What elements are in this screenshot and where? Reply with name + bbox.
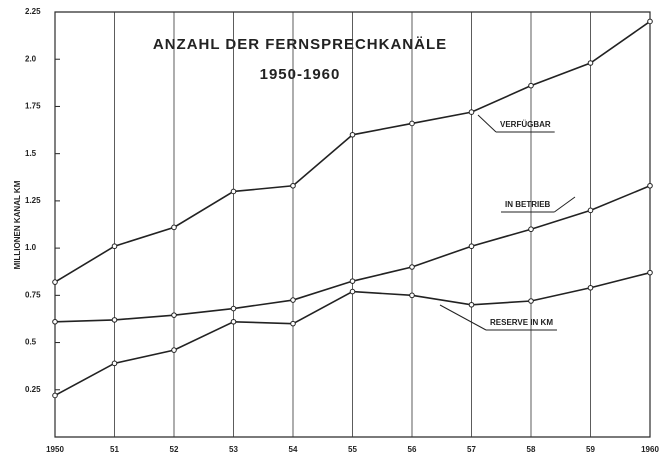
y-tick-label: 2.0 [25, 54, 37, 63]
y-tick-label: 1.5 [25, 149, 37, 158]
data-point [587, 207, 594, 214]
series-label: VERFÜGBAR [500, 120, 551, 129]
data-point [528, 226, 534, 233]
y-tick-label: 1.75 [25, 102, 41, 111]
data-point [349, 131, 356, 138]
label-leader [554, 196, 576, 213]
y-tick-label: 0.5 [25, 338, 37, 347]
data-point [230, 305, 237, 312]
y-tick-label: 1.25 [25, 196, 41, 205]
data-point [230, 188, 237, 195]
chart-subtitle: 1950-1960 [260, 66, 341, 83]
data-point [52, 392, 58, 399]
data-point [230, 318, 237, 325]
data-point [111, 243, 118, 250]
data-point [52, 279, 58, 285]
y-tick-label: 0.75 [25, 290, 41, 299]
data-point [647, 18, 653, 25]
data-point [409, 264, 415, 270]
x-tick-label: 55 [348, 445, 357, 454]
x-tick-label: 1950 [46, 445, 64, 454]
data-point [528, 82, 534, 89]
label-leader [477, 114, 497, 133]
data-point [111, 360, 118, 367]
series-label: RESERVE IN KM [490, 318, 553, 327]
data-point [290, 297, 296, 303]
data-point [290, 182, 296, 189]
x-tick-label: 1960 [641, 445, 659, 454]
series-label: IN BETRIEB [505, 200, 551, 209]
data-point [587, 284, 594, 291]
data-point [468, 243, 475, 250]
label-leader [439, 304, 487, 331]
x-tick-label: 57 [467, 445, 476, 454]
data-point [468, 109, 475, 115]
x-tick-label: 59 [586, 445, 595, 454]
x-tick-label: 54 [289, 445, 298, 454]
data-point [52, 318, 58, 325]
chart-title: ANZAHL DER FERNSPRECHKANÄLE [153, 36, 447, 53]
data-point [647, 269, 653, 276]
data-point [171, 347, 177, 353]
x-tick-label: 53 [229, 445, 238, 454]
data-point [647, 182, 653, 189]
data-point [171, 312, 177, 318]
x-tick-label: 56 [408, 445, 417, 454]
x-tick-label: 51 [110, 445, 119, 454]
data-point [409, 120, 415, 127]
data-point [468, 301, 475, 308]
data-point [409, 292, 415, 299]
data-point [349, 278, 356, 284]
data-point [171, 224, 177, 231]
data-point [349, 288, 356, 295]
y-axis-label: MILLIONEN KANAL KM [13, 180, 22, 269]
data-point [290, 320, 296, 327]
x-tick-label: 58 [527, 445, 536, 454]
data-point [111, 317, 118, 323]
data-point [587, 60, 594, 66]
data-point [528, 298, 534, 304]
y-tick-label: 0.25 [25, 385, 41, 394]
y-tick-label: 2.25 [25, 7, 41, 16]
y-tick-label: 1.0 [25, 243, 37, 252]
x-tick-label: 52 [170, 445, 179, 454]
